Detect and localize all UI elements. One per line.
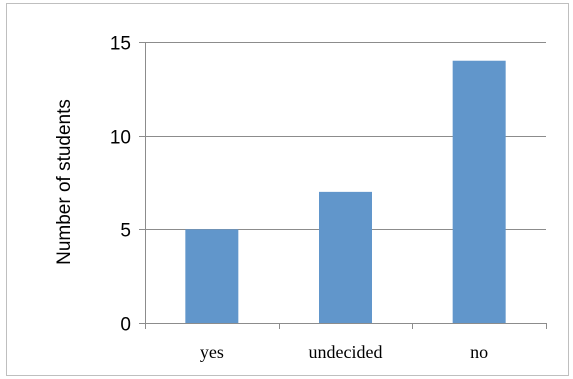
x-tick-label: undecided xyxy=(309,342,383,362)
x-tick-label: no xyxy=(470,342,488,362)
bars xyxy=(185,61,505,323)
y-axis-label: Number of students xyxy=(54,99,75,265)
bar-no xyxy=(453,61,506,323)
x-tick-label: yes xyxy=(200,342,224,362)
y-tick-labels: 0 5 10 15 xyxy=(110,34,131,336)
y-tick-label: 0 xyxy=(120,315,131,336)
x-tick-labels: yes undecided no xyxy=(200,342,488,362)
y-tick-label: 5 xyxy=(120,221,131,242)
bar-undecided xyxy=(319,192,372,323)
y-tick-label: 10 xyxy=(110,128,131,149)
y-tick-label: 15 xyxy=(110,34,131,55)
bar-yes xyxy=(185,229,238,323)
